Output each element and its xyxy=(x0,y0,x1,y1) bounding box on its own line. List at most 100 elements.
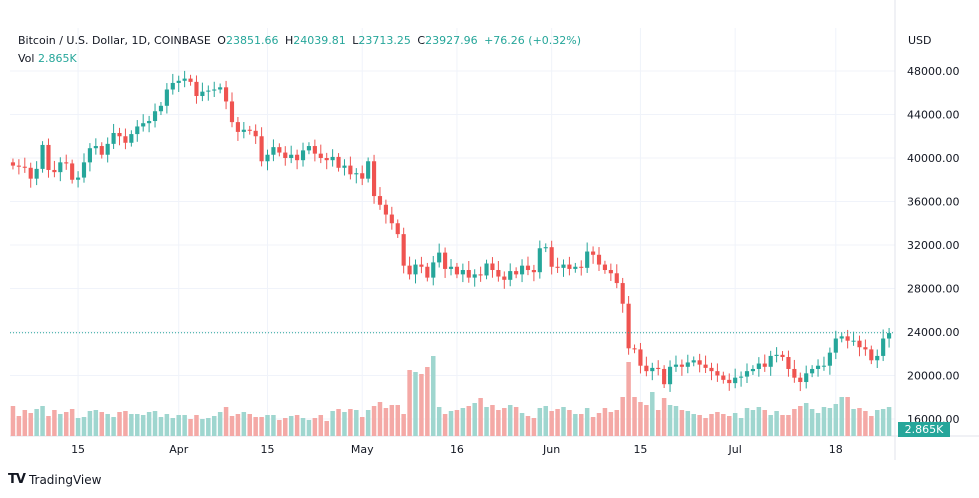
volume-bar xyxy=(472,403,477,436)
candle-body xyxy=(300,150,306,161)
time-tick-label: Apr xyxy=(169,443,189,456)
volume-legend[interactable]: Vol 2.865K xyxy=(18,52,77,65)
volume-bar xyxy=(721,414,726,436)
time-tick-label: 15 xyxy=(261,443,275,456)
volume-bar xyxy=(644,405,649,436)
volume-bar xyxy=(869,416,874,436)
volume-bar xyxy=(211,416,217,436)
volume-bar xyxy=(738,418,744,436)
symbol-title[interactable]: Bitcoin / U.S. Dollar, 1D, COINBASE xyxy=(18,34,211,47)
candle-body xyxy=(448,266,454,269)
time-tick-label: 16 xyxy=(450,443,464,456)
candle-body xyxy=(869,349,874,361)
candle-body xyxy=(223,87,229,102)
volume-bar xyxy=(786,415,791,436)
candle-body xyxy=(596,254,602,265)
chart-grid xyxy=(10,0,979,460)
volume-bar xyxy=(496,410,501,436)
candle-body xyxy=(312,146,317,154)
candle-body xyxy=(727,379,732,384)
candle-body xyxy=(555,266,560,268)
candle-body xyxy=(413,264,418,275)
candle-body xyxy=(632,348,637,350)
volume-bar xyxy=(146,412,152,436)
candle-body xyxy=(519,265,525,275)
volume-bar xyxy=(413,372,418,436)
candle-body xyxy=(235,122,240,132)
candle-body xyxy=(271,147,276,155)
candle-body xyxy=(821,365,827,367)
candle-body xyxy=(46,144,51,170)
volume-bar xyxy=(886,407,892,436)
volume-bar xyxy=(194,415,199,436)
volume-bars xyxy=(10,356,892,436)
candle-body xyxy=(330,156,335,161)
candle-body xyxy=(537,248,542,273)
volume-bar xyxy=(359,417,365,436)
volume-bar xyxy=(454,410,460,436)
volume-bar xyxy=(478,398,483,436)
volume-bar xyxy=(188,419,193,436)
candle-body xyxy=(691,360,696,363)
candle-body xyxy=(591,251,596,255)
price-axis[interactable]: 48000.00 44000.00 40000.00 36000.00 32000.00… xyxy=(907,65,960,426)
candle-body xyxy=(164,89,169,106)
volume-bar xyxy=(105,414,110,436)
volume-bar xyxy=(602,408,608,436)
volume-bar xyxy=(703,418,708,436)
candle-body xyxy=(366,161,371,179)
tradingview-branding[interactable]: TV TradingView xyxy=(8,472,101,487)
volume-bar xyxy=(324,421,329,436)
volume-bar xyxy=(348,409,353,436)
candle-body xyxy=(176,80,181,83)
candle-body xyxy=(28,167,33,179)
candle-body xyxy=(804,373,809,383)
candle-body xyxy=(306,146,312,151)
volume-bar xyxy=(217,412,223,436)
candle-body xyxy=(833,338,838,353)
volume-bar xyxy=(466,406,472,436)
candle-body xyxy=(673,364,679,367)
candle-body xyxy=(715,371,720,376)
candle-body xyxy=(839,336,844,339)
candle-body xyxy=(354,173,359,175)
volume-bar xyxy=(123,411,128,436)
volume-bar xyxy=(502,408,507,436)
volume-bar xyxy=(419,374,424,436)
volume-bar xyxy=(484,407,489,436)
last-volume-badge: 2.865K xyxy=(898,422,950,437)
volume-bar xyxy=(709,414,714,436)
volume-bar xyxy=(448,411,454,436)
candle-body xyxy=(76,177,81,180)
volume-bar xyxy=(342,412,347,436)
candle-body xyxy=(371,161,377,197)
candle-body xyxy=(863,347,868,350)
volume-bar xyxy=(460,408,466,436)
time-axis[interactable]: 15 Apr 15 May 16 Jun 15 Jul 18 xyxy=(71,443,843,456)
open-value: 23851.66 xyxy=(225,34,279,47)
volume-bar xyxy=(223,407,229,436)
candle-body xyxy=(58,162,63,173)
candle-body xyxy=(703,364,708,368)
volume-bar xyxy=(537,408,543,436)
candlesticks xyxy=(10,70,895,392)
time-tick-label: 15 xyxy=(71,443,85,456)
candle-body xyxy=(815,365,821,369)
time-tick-label: 18 xyxy=(829,443,843,456)
volume-bar xyxy=(377,402,383,436)
candle-body xyxy=(241,129,246,132)
candle-body xyxy=(484,263,489,276)
candle-body xyxy=(579,266,584,268)
volume-bar xyxy=(371,406,377,436)
volume-bar xyxy=(277,420,282,436)
symbol-legend[interactable]: Bitcoin / U.S. Dollar, 1D, COINBASE O238… xyxy=(18,34,584,47)
candle-body xyxy=(810,368,815,374)
volume-bar xyxy=(673,406,679,436)
candle-body xyxy=(81,162,87,178)
volume-bar xyxy=(679,410,685,436)
volume-bar xyxy=(294,415,300,436)
volume-bar xyxy=(354,410,359,436)
volume-bar xyxy=(614,410,620,436)
volume-bar xyxy=(87,411,93,436)
